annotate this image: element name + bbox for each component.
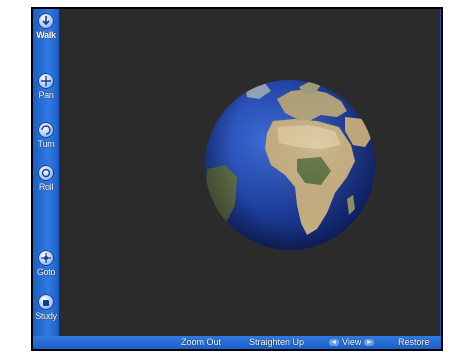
walk-icon: [38, 13, 54, 29]
roll-tool[interactable]: Roll: [33, 165, 59, 192]
straighten-up-button[interactable]: Straighten Up: [249, 337, 305, 347]
zoom-out-button[interactable]: Zoom Out: [181, 337, 222, 347]
view-control[interactable]: View: [326, 336, 377, 349]
goto-icon: [38, 250, 54, 266]
turn-tool[interactable]: Turn: [33, 122, 59, 149]
roll-label: Roll: [38, 182, 54, 192]
previous-view-icon[interactable]: [329, 339, 339, 346]
next-view-icon[interactable]: [364, 339, 375, 346]
study-tool[interactable]: Study: [33, 294, 59, 321]
goto-label: Goto: [36, 267, 56, 277]
study-label: Study: [35, 311, 57, 321]
walk-label: Walk: [36, 30, 56, 40]
pan-tool[interactable]: Pan: [33, 73, 59, 100]
3d-viewport[interactable]: [59, 9, 440, 336]
turn-icon: [38, 122, 54, 138]
pan-icon: [38, 73, 54, 89]
walk-tool[interactable]: Walk: [33, 13, 59, 40]
restore-button[interactable]: Restore: [398, 337, 430, 347]
globe[interactable]: [205, 80, 375, 250]
globe-scene: [205, 80, 375, 250]
turn-label: Turn: [37, 139, 55, 149]
view-label: View: [342, 337, 362, 347]
study-icon: [38, 294, 54, 310]
bottom-toolbar: [33, 336, 441, 349]
goto-tool[interactable]: Goto: [33, 250, 59, 277]
roll-icon: [38, 165, 54, 181]
pan-label: Pan: [38, 90, 54, 100]
